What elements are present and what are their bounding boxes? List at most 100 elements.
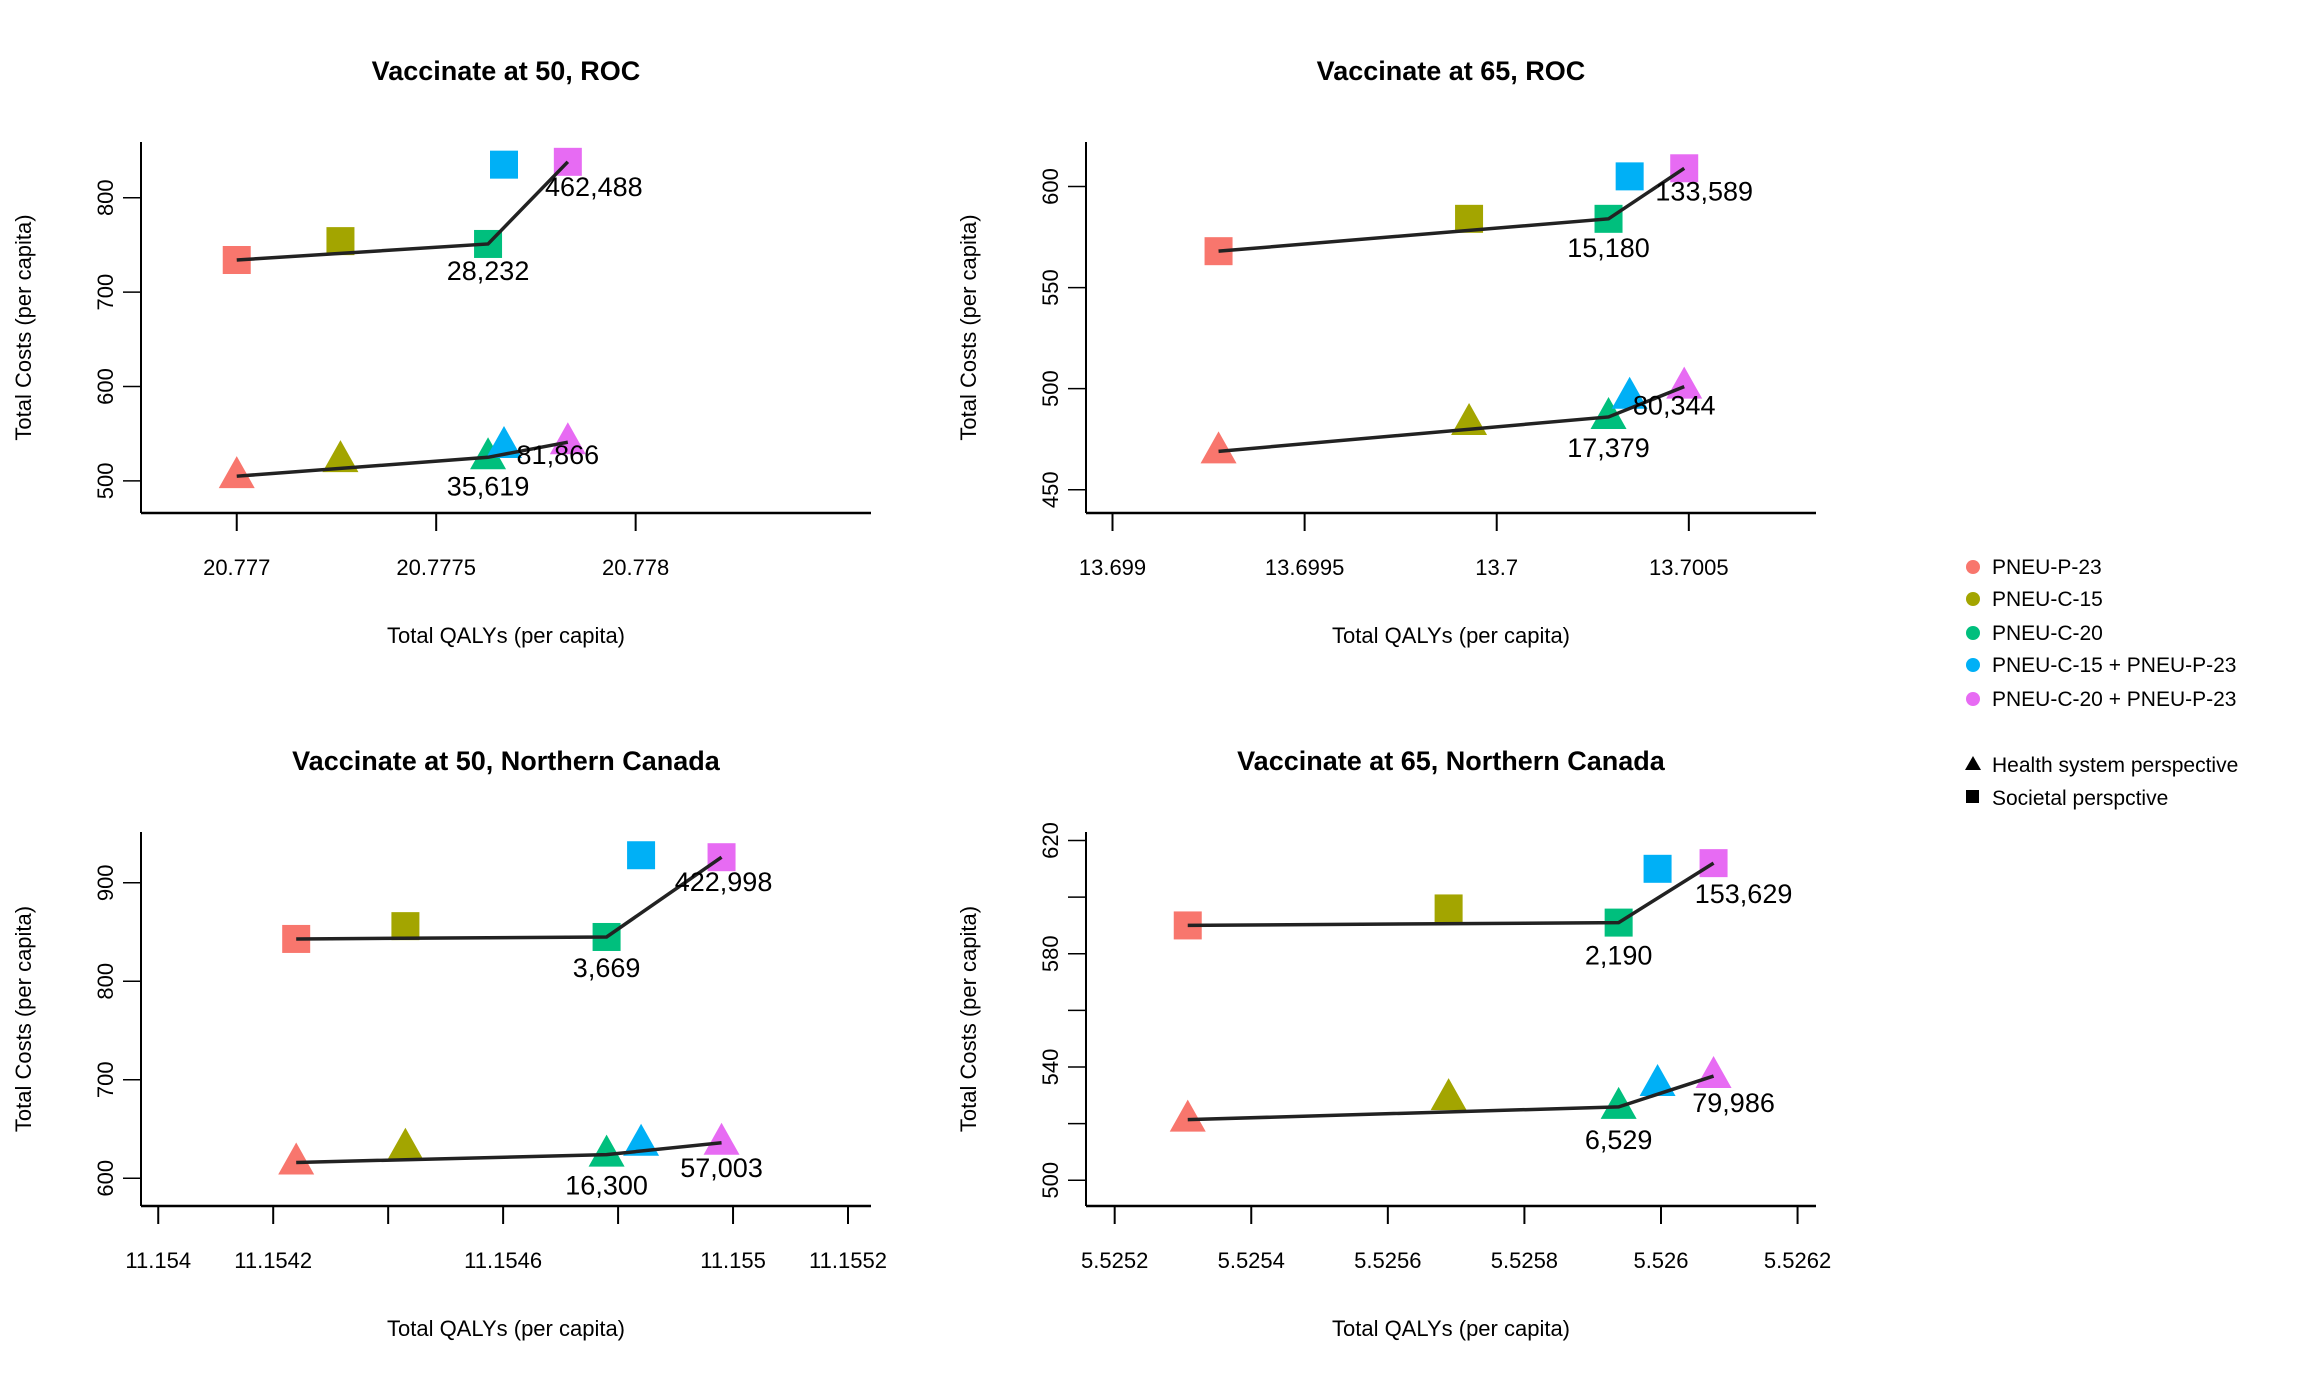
- icer-label: 422,998: [675, 867, 773, 897]
- series-societal: 2,190 153,629: [1173, 849, 1793, 971]
- point-pneu-c-15: [1430, 1078, 1467, 1111]
- x-tick-label: 5.526: [1633, 1248, 1688, 1273]
- panel-2: Vaccinate at 65, ROC 13.699 13.6995 13.7 13.…: [956, 56, 1816, 648]
- point-pneu-c-20-pneu-p-23: [549, 422, 586, 455]
- legend: PNEU-P-23 PNEU-C-15 PNEU-C-20 PNEU-C-15 + P…: [1965, 556, 2238, 810]
- point-pneu-c-20-pneu-p-23: [703, 1122, 740, 1155]
- legend-label: PNEU-C-20 + PNEU-P-23: [1992, 688, 2236, 711]
- x-tick-label: 13.6995: [1265, 555, 1345, 580]
- point-pneu-c-20: [1590, 396, 1627, 429]
- efficiency-frontier-line: [296, 1141, 722, 1165]
- panel-title: Vaccinate at 65, Northern Canada: [1237, 746, 1666, 776]
- y-tick-label: 500: [93, 463, 118, 500]
- x-tick-label: 20.777: [203, 555, 270, 580]
- legend-label: PNEU-C-15 + PNEU-P-23: [1992, 654, 2236, 677]
- legend-dot-pneu-c-20-pneu-p-23: [1966, 692, 1980, 706]
- icer-label: 17,379: [1567, 433, 1650, 463]
- y-tick-label: 800: [93, 963, 118, 1000]
- icer-label: 79,986: [1692, 1088, 1775, 1118]
- y-tick-label: 450: [1038, 471, 1063, 508]
- x-tick-label: 5.5262: [1764, 1248, 1831, 1273]
- y-tick-label: 700: [93, 274, 118, 311]
- x-tick-label: 11.1542: [234, 1248, 312, 1273]
- legend-dot-pneu-c-15-pneu-p-23: [1966, 658, 1980, 672]
- x-tick-label: 20.7775: [396, 555, 476, 580]
- icer-label: 28,232: [447, 256, 530, 286]
- x-tick-label: 5.5254: [1218, 1248, 1285, 1273]
- legend-triangle-icon: [1965, 756, 1981, 770]
- x-tick-label: 11.155: [700, 1248, 766, 1273]
- point-pneu-c-15-pneu-p-23: [1615, 162, 1644, 191]
- panel-title: Vaccinate at 50, Northern Canada: [292, 746, 721, 776]
- series-health-system: 16,300 57,003: [278, 1122, 763, 1201]
- efficiency-frontier-line: [1218, 385, 1685, 454]
- y-tick-label: 580: [1038, 935, 1063, 972]
- legend-dot-pneu-p-23: [1966, 560, 1980, 574]
- point-pneu-c-15-pneu-p-23: [1639, 1063, 1676, 1096]
- legend-square-icon: [1966, 790, 1979, 803]
- panel-title: Vaccinate at 50, ROC: [372, 56, 641, 86]
- icer-label: 80,344: [1633, 391, 1716, 421]
- icer-label: 57,003: [680, 1153, 763, 1183]
- legend-label: PNEU-C-15: [1992, 588, 2103, 611]
- icer-label: 3,669: [573, 953, 641, 983]
- x-axis-label: Total QALYs (per capita): [1332, 623, 1570, 648]
- point-pneu-c-15-pneu-p-23: [1643, 854, 1672, 883]
- icer-label: 35,619: [447, 471, 530, 501]
- point-pneu-c-15: [322, 440, 359, 473]
- point-pneu-p-23: [1169, 1099, 1206, 1132]
- point-pneu-c-15: [391, 912, 420, 941]
- efficiency-frontier-line: [1187, 861, 1715, 928]
- point-pneu-c-20: [1600, 1086, 1637, 1119]
- icer-label: 462,488: [545, 172, 643, 202]
- icer-label: 16,300: [565, 1171, 648, 1201]
- y-axis-label: Total Costs (per capita): [956, 906, 981, 1132]
- y-tick-label: 800: [93, 179, 118, 216]
- series-societal: 3,669 422,998: [282, 841, 772, 983]
- legend-label: Societal perspctive: [1992, 787, 2168, 810]
- point-pneu-c-15: [387, 1127, 424, 1160]
- panel-3: Vaccinate at 50, Northern Canada 11.154 11…: [11, 746, 887, 1341]
- series-health-system: 6,529 79,986: [1169, 1056, 1775, 1155]
- point-pneu-c-15-pneu-p-23: [623, 1123, 660, 1156]
- point-pneu-c-20: [470, 437, 507, 470]
- x-tick-label: 5.5252: [1081, 1248, 1148, 1273]
- point-pneu-p-23: [278, 1142, 315, 1175]
- y-tick-label: 600: [1038, 168, 1063, 205]
- y-tick-label: 500: [1038, 1162, 1063, 1199]
- x-axis-label: Total QALYs (per capita): [387, 1316, 625, 1341]
- efficiency-frontier-line: [236, 440, 569, 478]
- icer-label: 133,589: [1655, 176, 1753, 206]
- point-pneu-c-15-pneu-p-23: [490, 150, 519, 179]
- x-tick-label: 13.699: [1079, 555, 1146, 580]
- point-pneu-c-15-pneu-p-23: [486, 425, 523, 458]
- icer-label: 2,190: [1585, 941, 1653, 971]
- point-pneu-c-15: [1434, 894, 1463, 923]
- legend-label: Health system perspective: [1992, 754, 2238, 777]
- y-tick-label: 600: [93, 1160, 118, 1197]
- x-tick-label: 13.7005: [1649, 555, 1729, 580]
- y-tick-label: 700: [93, 1061, 118, 1098]
- legend-dot-pneu-c-20: [1966, 626, 1980, 640]
- y-tick-label: 550: [1038, 269, 1063, 306]
- series-health-system: 17,379 80,344: [1200, 366, 1716, 464]
- efficiency-frontier-line: [1187, 1074, 1715, 1122]
- panel-title: Vaccinate at 65, ROC: [1317, 56, 1586, 86]
- x-tick-label: 11.1552: [809, 1248, 887, 1273]
- icer-label: 153,629: [1695, 879, 1793, 909]
- point-pneu-c-15-pneu-p-23: [1611, 376, 1648, 409]
- point-pneu-p-23: [218, 456, 255, 489]
- y-tick-label: 540: [1038, 1049, 1063, 1086]
- panel-4: Vaccinate at 65, Northern Canada 5.5252 5.…: [956, 746, 1831, 1341]
- point-pneu-c-20-pneu-p-23: [1695, 1056, 1732, 1089]
- efficiency-frontier-line: [1218, 166, 1686, 253]
- efficiency-frontier-line: [296, 855, 723, 941]
- y-tick-label: 620: [1038, 822, 1063, 859]
- icer-label: 81,866: [517, 440, 600, 470]
- panel-1: Vaccinate at 50, ROC 20.777 20.7775 20.778 5…: [11, 56, 871, 648]
- legend-label: PNEU-P-23: [1992, 556, 2102, 579]
- x-axis-label: Total QALYs (per capita): [387, 623, 625, 648]
